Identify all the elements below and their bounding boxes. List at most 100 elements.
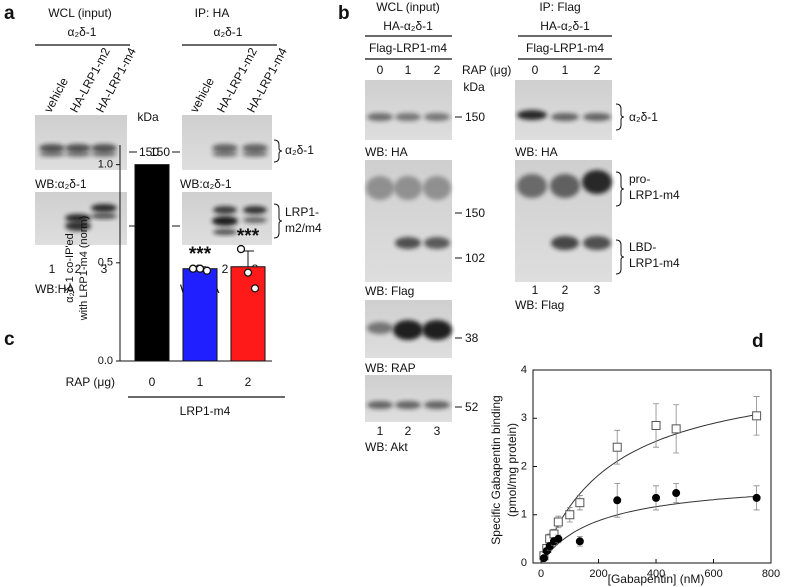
blot [515, 80, 612, 140]
data-point [188, 264, 198, 273]
label: α₂δ-1 [285, 143, 314, 157]
blot-band [65, 144, 91, 152]
label: 52 [465, 400, 479, 414]
blot-band [65, 151, 91, 157]
y-tick-label: 1 [521, 509, 527, 521]
label: 1 [532, 283, 539, 297]
x-tick-label: 1 [197, 375, 204, 389]
panel-label: a [4, 3, 15, 24]
blot-band [517, 174, 547, 198]
label: 2 [434, 63, 441, 77]
blot-band [517, 110, 547, 120]
label: α₂δ-1 [629, 110, 658, 124]
label: 150 [465, 206, 485, 220]
y-tick-label: 1.0 [98, 159, 113, 171]
blot-band [394, 176, 422, 200]
label: 3 [594, 283, 601, 297]
label: kDa [463, 80, 485, 94]
blot-band [422, 320, 452, 340]
label: LRP1- [285, 205, 319, 219]
data-point [575, 537, 584, 546]
blot [182, 115, 272, 170]
label: HA-α₂δ-1 [540, 19, 590, 33]
blot-band [424, 401, 450, 409]
blot-band [367, 401, 393, 409]
blot-band [366, 176, 394, 200]
label: WB: Flag [515, 298, 564, 312]
data-point [539, 554, 548, 563]
label: LBD- [629, 240, 656, 254]
blot-band [212, 216, 238, 226]
blot-band [395, 237, 421, 249]
data-point [202, 266, 212, 275]
blot-band [367, 322, 393, 334]
label: 2 [75, 262, 82, 276]
blot-band [367, 113, 393, 121]
blot [35, 115, 127, 170]
blot-band [65, 214, 91, 222]
label: WB: Flag [365, 284, 414, 298]
bar [182, 268, 218, 362]
fit-curve [540, 414, 757, 564]
label: 0 [377, 63, 384, 77]
blot-band [212, 144, 238, 152]
significance: *** [237, 226, 260, 247]
label: WB: RAP [365, 361, 416, 375]
label: LRP1-m4 [629, 256, 680, 270]
data-point [565, 510, 575, 520]
label: 1 [377, 424, 384, 438]
data-point [195, 264, 205, 273]
x-tick-label: 400 [647, 568, 665, 580]
blot-band [551, 113, 579, 121]
blot-band [424, 237, 450, 249]
blot-band [213, 229, 237, 235]
x-axis-label: [Gabapentin] (nM) [608, 572, 705, 586]
y-axis-label: Specific Gabapentin binding [489, 395, 503, 544]
blot-band [243, 206, 267, 214]
data-point [612, 442, 622, 452]
blot-band [550, 174, 580, 198]
label: 1 [49, 262, 56, 276]
label: m2/m4 [285, 221, 322, 235]
label: 2 [594, 63, 601, 77]
blot-band [395, 401, 421, 409]
label: IP: Flag [539, 0, 580, 14]
label: α₂δ-1 [68, 25, 97, 39]
data-point [651, 420, 661, 430]
data-point [236, 244, 246, 254]
label: WCL (input) [376, 0, 440, 14]
bar [134, 164, 170, 362]
blot [365, 375, 452, 422]
label: pro- [629, 172, 650, 186]
y-tick-label: 3 [521, 412, 527, 424]
y-tick-label: 0 [521, 557, 527, 569]
blot-band [393, 320, 423, 340]
blot-band [243, 217, 267, 223]
group-label: LRP1-m4 [180, 404, 231, 418]
rules [35, 35, 612, 398]
data-point [672, 489, 681, 498]
x-tick-label: 200 [589, 568, 607, 580]
y-tick-label: 2 [521, 460, 527, 472]
y-tick-label: 4 [521, 364, 527, 376]
label: WB: Akt [365, 440, 408, 454]
data-point [250, 284, 260, 293]
label: WB: HA [515, 145, 558, 159]
label: WB:α₂δ-1 [35, 177, 87, 191]
label: LRP1-m4 [629, 188, 680, 202]
label: Flag-LRP1-m4 [526, 41, 604, 55]
label: 3 [434, 424, 441, 438]
blot-band [65, 221, 91, 231]
y-axis-label: α₂δ-1 co-IP'ed [64, 233, 76, 303]
blot-band [424, 113, 450, 121]
blot-band [212, 151, 238, 157]
fit-curve [540, 495, 757, 564]
data-point [554, 534, 563, 543]
data-point [752, 493, 761, 502]
label: IP: HA [195, 6, 230, 20]
label: WCL (input) [48, 6, 112, 20]
label: α₂δ-1 [214, 25, 243, 39]
blot-band [242, 151, 268, 157]
y-tick-label: 0.0 [98, 355, 113, 367]
